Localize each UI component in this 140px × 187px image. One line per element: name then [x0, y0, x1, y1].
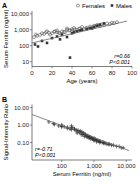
scatter-series: [33, 21, 119, 39]
y-tick-label: 10.00: [14, 105, 30, 111]
y-tick: [30, 61, 32, 62]
annotation: r=0.66P<0.001: [109, 53, 131, 65]
point: [93, 26, 96, 29]
x-tick: [72, 67, 73, 69]
point: [59, 38, 62, 41]
point: [103, 22, 106, 25]
y-tick-label: 0.10: [17, 140, 29, 146]
point: [37, 45, 40, 48]
x-tick: [61, 160, 62, 162]
y-tick-label: 10: [22, 59, 29, 65]
scatter-series: [34, 22, 106, 59]
x-tick: [52, 67, 53, 69]
point: [53, 30, 56, 33]
point: [41, 32, 44, 35]
y-tick: [30, 125, 32, 126]
x-tick-label: 80: [109, 70, 116, 76]
legend-marker: [76, 4, 79, 7]
legend-marker: [111, 4, 114, 7]
y-axis-line: [32, 11, 33, 67]
x-tick: [126, 160, 127, 162]
y-tick-label: 10,000: [11, 11, 30, 17]
plot-area: [32, 21, 127, 59]
point: [87, 136, 91, 140]
panel: B 100 1,000 10,000 0.10 1.00 10.00 Serum Ferrit…: [2, 96, 136, 178]
x-tick: [112, 67, 113, 69]
legend-label: Females: [82, 3, 105, 9]
annotation: r=-0.71P<0.001: [35, 146, 56, 158]
x-tick-label: 60: [89, 70, 96, 76]
annotation-line: P<0.001: [109, 59, 130, 65]
y-tick: [30, 13, 32, 14]
point: [95, 140, 99, 144]
point: [98, 141, 102, 145]
y-tick-label: 100: [19, 43, 30, 49]
point: [63, 30, 66, 33]
point: [111, 21, 114, 24]
y-tick: [30, 142, 32, 143]
x-tick: [92, 67, 93, 69]
x-tick-label: 100: [127, 70, 138, 76]
x-tick-label: 40: [69, 70, 76, 76]
legend-label: Males: [116, 3, 132, 9]
y-tick-label: 1.00: [17, 122, 29, 128]
point: [51, 32, 54, 35]
figure: A 0 20 40 60 80 100 10 100 1,000 10,000 Age (years)…: [0, 0, 140, 187]
panel-label: B: [2, 96, 7, 103]
y-axis-label: Signal-Intensity Ratio: [3, 103, 9, 160]
x-tick-label: 100: [57, 163, 68, 169]
x-tick-label: 1,000: [87, 163, 103, 169]
point: [46, 42, 49, 45]
point: [85, 27, 88, 30]
panel: A 0 20 40 60 80 100 10 100 1,000 10,000 Age (years)…: [2, 2, 138, 84]
y-axis-label: Serum Ferritin (ng/ml): [3, 10, 9, 68]
legend: Females Males: [76, 3, 132, 9]
point: [36, 34, 39, 37]
y-axis-line: [32, 105, 33, 161]
point: [45, 31, 48, 34]
x-tick: [132, 67, 133, 69]
point: [34, 43, 37, 46]
point: [69, 56, 72, 59]
point: [39, 33, 42, 36]
trend-line: [32, 21, 127, 43]
point: [81, 28, 84, 31]
x-axis-line: [32, 66, 132, 67]
panel-label: A: [2, 2, 7, 9]
annotation-line: P<0.001: [35, 152, 56, 158]
point: [99, 23, 102, 26]
x-tick-label: 0: [30, 70, 34, 76]
x-tick: [32, 67, 33, 69]
point: [96, 24, 99, 27]
point: [86, 26, 89, 29]
y-tick-label: 1,000: [14, 27, 30, 33]
x-tick-label: 10,000: [117, 163, 136, 169]
x-tick: [94, 160, 95, 162]
point: [58, 31, 61, 34]
x-axis-label: Serum Ferritin (ng/ml): [53, 171, 111, 177]
point: [43, 32, 46, 35]
x-axis-line: [32, 160, 132, 161]
point: [68, 29, 71, 32]
point: [66, 36, 69, 39]
x-axis-label: Age (years): [66, 78, 97, 84]
point: [106, 22, 109, 25]
y-tick: [30, 107, 32, 108]
y-tick: [30, 29, 32, 30]
x-tick-label: 20: [49, 70, 56, 76]
y-tick: [30, 45, 32, 46]
